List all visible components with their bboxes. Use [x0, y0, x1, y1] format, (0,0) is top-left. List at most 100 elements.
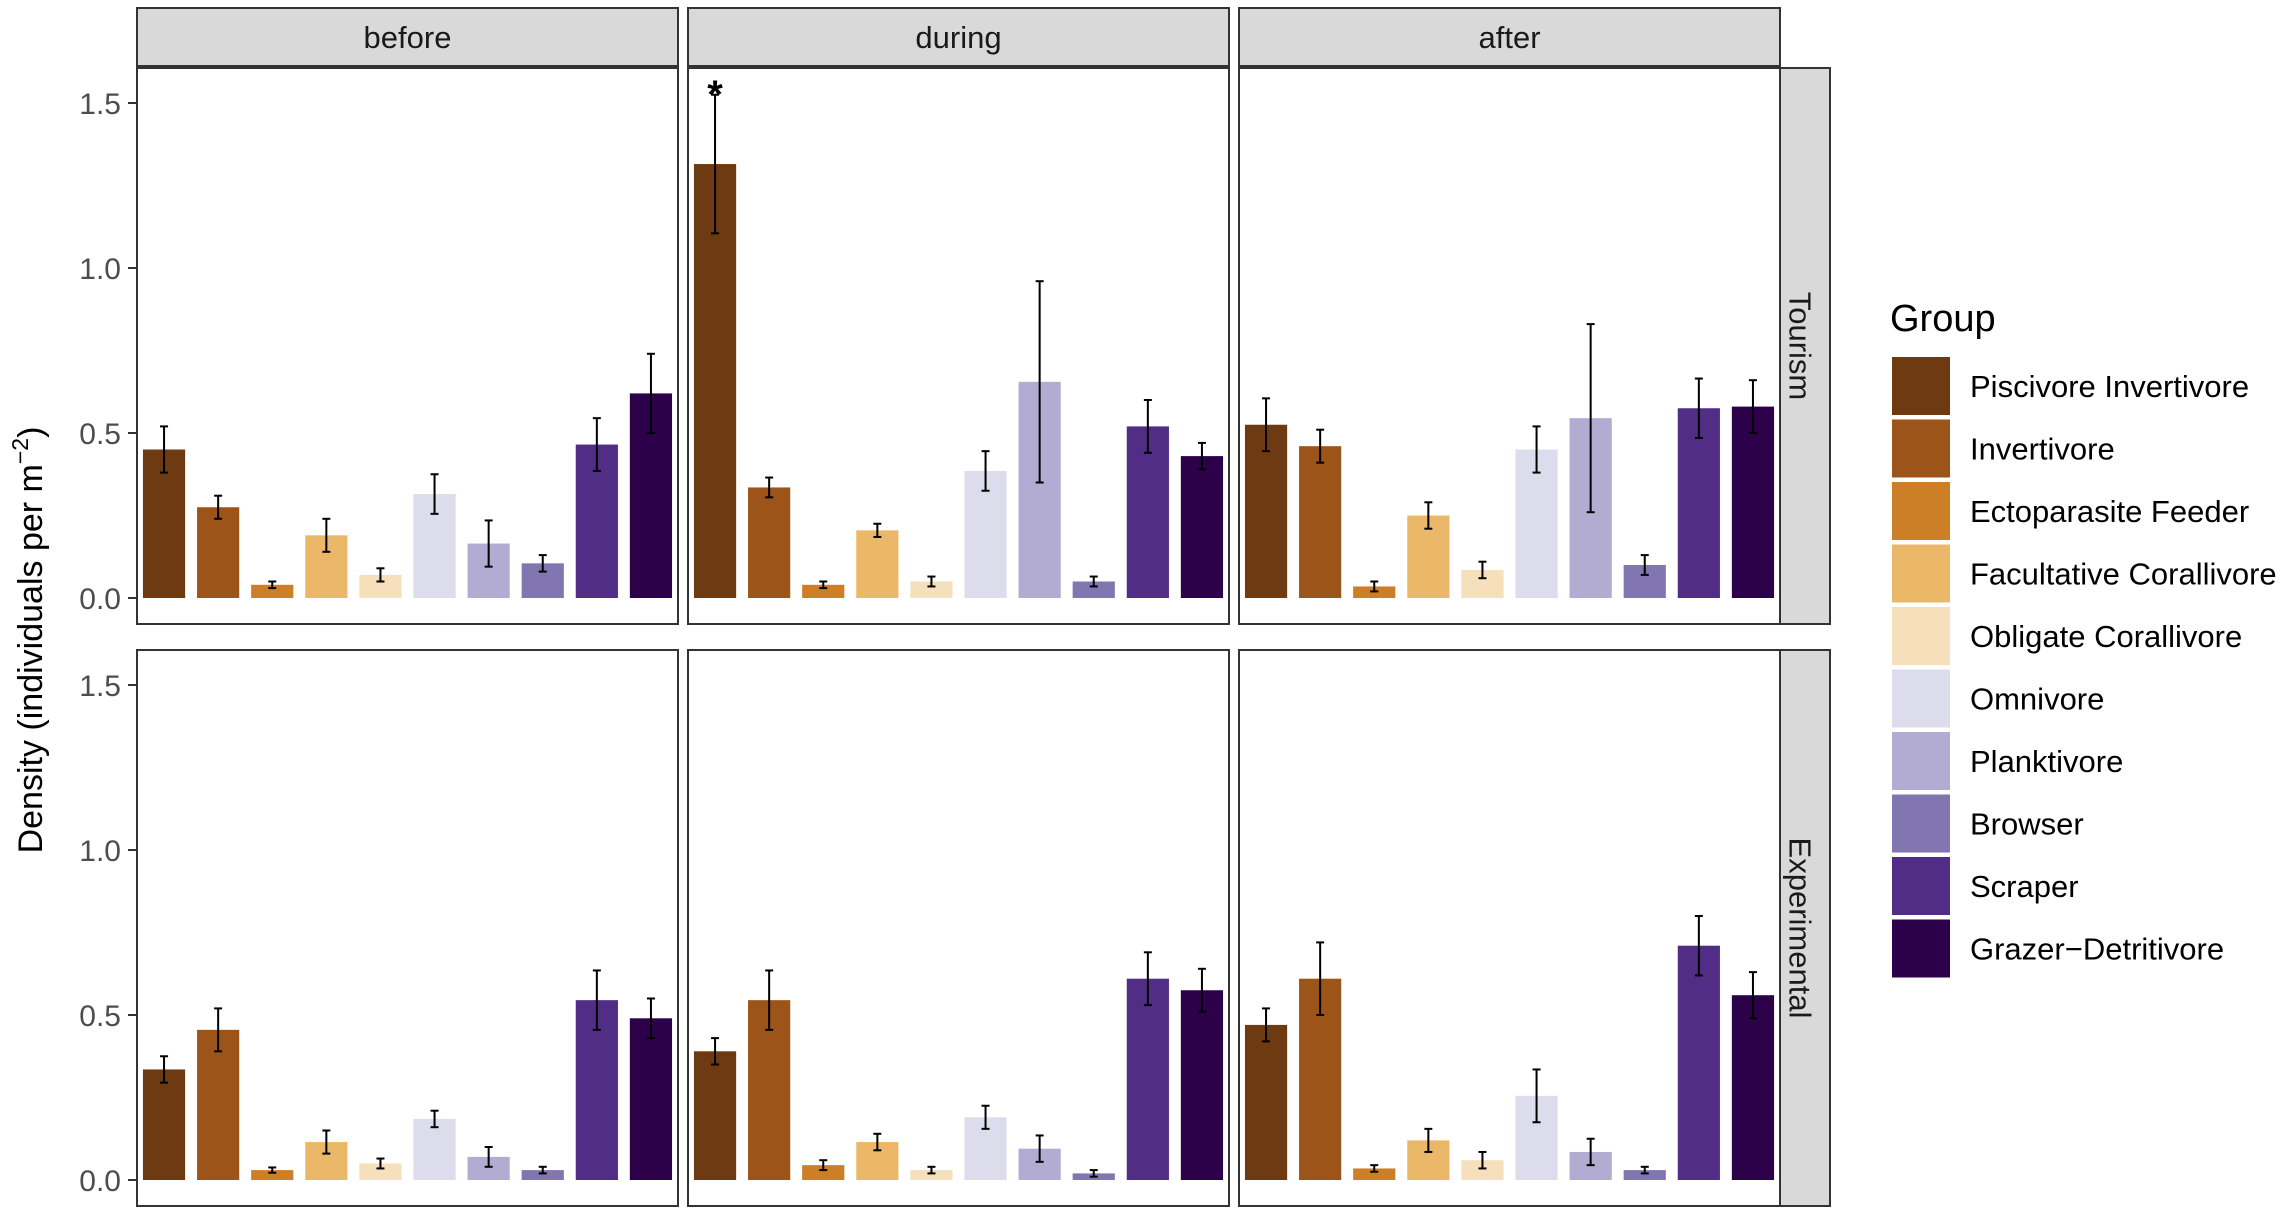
error-bar: [1197, 441, 1206, 471]
bar-grazer-detritivore: [1731, 995, 1775, 1180]
legend-label: Piscivore Invertivore: [1970, 369, 2249, 404]
error-bar: [927, 575, 936, 588]
legend-label: Grazer−Detritivore: [1970, 932, 2224, 967]
panel-tourism-after: [1238, 67, 1781, 625]
error-bar: [268, 580, 277, 590]
legend: Group Piscivore Invertivore Invertivore Ec…: [1890, 298, 2277, 978]
legend-label: Browser: [1970, 807, 2084, 842]
bar-omnivore: [413, 1118, 456, 1180]
error-bar: [1143, 951, 1152, 1007]
legend-key: [1892, 794, 1950, 853]
error-bar: [1694, 377, 1703, 439]
panel-tourism-before: [136, 67, 679, 625]
legend-item: Obligate Corallivore: [1892, 607, 2242, 665]
y-tick-label: 1.0: [79, 835, 121, 868]
bar-obligate-corallivore: [359, 1163, 402, 1180]
bar-obligate-corallivore: [910, 1170, 953, 1180]
panel-tourism-during: *: [687, 67, 1230, 625]
legend-key: [1892, 482, 1950, 540]
bar-scraper: [1126, 426, 1169, 598]
legend-item: Browser: [1892, 794, 2084, 853]
error-bar: [1424, 1127, 1433, 1153]
legend-key: [1892, 732, 1950, 790]
legend-key: [1892, 919, 1950, 978]
error-bar: [1089, 575, 1098, 588]
strip-col-label: before: [364, 20, 452, 55]
bar-grazer-detritivore: [1180, 990, 1224, 1180]
y-axis-title-text: Density (individuals per m−2): [7, 427, 50, 854]
error-bar: [711, 1037, 720, 1066]
bar-grazer-detritivore: [629, 1018, 673, 1180]
bar-scraper: [1677, 945, 1720, 1180]
bar-piscivore-invertivore: [142, 449, 186, 598]
error-bar: [1143, 399, 1152, 454]
y-tick-label: 0.0: [79, 1165, 121, 1198]
error-bar: [1532, 1068, 1541, 1124]
bar-piscivore-invertivore: [1244, 1024, 1288, 1180]
panel-experimental-before: [136, 649, 679, 1207]
error-bar: [1748, 379, 1757, 434]
error-bar: [646, 352, 655, 434]
error-bar: [1586, 1137, 1595, 1167]
error-bar: [376, 567, 385, 583]
legend-item: Piscivore Invertivore: [1892, 357, 2249, 415]
error-bar: [873, 1132, 882, 1152]
bar-scraper: [1677, 408, 1720, 598]
legend-items: Piscivore Invertivore Invertivore Ectopara…: [1892, 357, 2277, 978]
strip-col-after: after: [1238, 7, 1781, 67]
bar-piscivore-invertivore: [693, 1051, 737, 1180]
error-bar: [592, 969, 601, 1031]
error-bar: [1640, 554, 1649, 576]
bar-planktivore: [467, 1156, 510, 1180]
strip-col-before: before: [136, 7, 679, 67]
error-bar: [711, 93, 720, 235]
legend-key: [1892, 857, 1950, 915]
error-bar: [1316, 428, 1325, 464]
error-bar: [322, 1129, 331, 1155]
y-tick-label: 1.0: [79, 253, 121, 286]
panel-border: [1238, 649, 1781, 1207]
error-bar: [873, 522, 882, 538]
panel-border: [687, 67, 1230, 625]
error-bar: [819, 1159, 828, 1172]
y-tick-label: 0.0: [79, 583, 121, 616]
error-bar: [981, 1104, 990, 1130]
y-axis-tourism: 0.0 0.5 1.0 1.5: [79, 88, 137, 616]
bar-ectoparasite-feeder: [802, 584, 845, 598]
legend-title: Group: [1890, 298, 1996, 340]
bar-ectoparasite-feeder: [802, 1165, 845, 1180]
legend-label: Ectoparasite Feeder: [1970, 494, 2249, 529]
legend-item: Ectoparasite Feeder: [1892, 482, 2249, 540]
bar-piscivore-invertivore: [693, 164, 737, 599]
bar-piscivore-invertivore: [142, 1069, 186, 1180]
error-bar: [430, 473, 439, 515]
panel-experimental-during: [687, 649, 1230, 1207]
y-tick-label: 0.5: [79, 418, 121, 451]
legend-label: Omnivore: [1970, 682, 2104, 717]
error-bar: [927, 1165, 936, 1175]
bar-obligate-corallivore: [359, 574, 402, 598]
error-bar: [1035, 280, 1044, 484]
bar-invertivore: [197, 1029, 240, 1180]
error-bar: [592, 417, 601, 472]
strip-col-label: during: [915, 20, 1001, 55]
error-bar: [1316, 941, 1325, 1016]
y-axes: 0.0 0.5 1.0 1.5 0.0 0.5 1.0 1.5: [79, 88, 137, 1198]
error-bar: [1586, 323, 1595, 514]
bar-scraper: [1126, 978, 1169, 1180]
error-bar: [214, 1007, 223, 1053]
legend-item: Omnivore: [1892, 669, 2104, 728]
error-bar: [430, 1109, 439, 1129]
error-bar: [1089, 1169, 1098, 1178]
error-bar: [214, 494, 223, 520]
error-bar: [484, 1146, 493, 1168]
y-axis-title: Density (individuals per m−2): [7, 427, 50, 854]
y-tick-label: 1.5: [79, 670, 121, 703]
panel-border: [136, 649, 679, 1207]
error-bar: [1694, 915, 1703, 977]
error-bar: [538, 554, 547, 573]
legend-label: Obligate Corallivore: [1970, 619, 2242, 654]
bar-browser: [521, 1170, 564, 1180]
y-axis-experimental: 0.0 0.5 1.0 1.5: [79, 670, 137, 1198]
